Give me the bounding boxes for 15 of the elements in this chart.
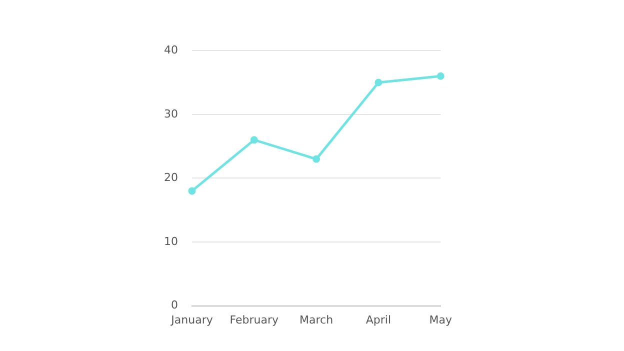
- x-tick-label: March: [300, 313, 334, 326]
- x-tick-label: May: [429, 313, 452, 326]
- point: [436, 72, 444, 80]
- y-tick-label: 40: [164, 43, 178, 56]
- x-tick-label: April: [366, 313, 392, 326]
- point: [188, 187, 196, 195]
- point: [312, 155, 320, 163]
- x-tick-label: February: [230, 313, 280, 326]
- y-tick-label: 20: [164, 171, 178, 184]
- y-tick-label: 30: [164, 107, 178, 120]
- point: [250, 136, 258, 144]
- y-tick-label: 10: [164, 234, 178, 248]
- point: [374, 78, 382, 86]
- x-tick-label: January: [170, 313, 214, 326]
- y-tick-label: 0: [170, 298, 178, 312]
